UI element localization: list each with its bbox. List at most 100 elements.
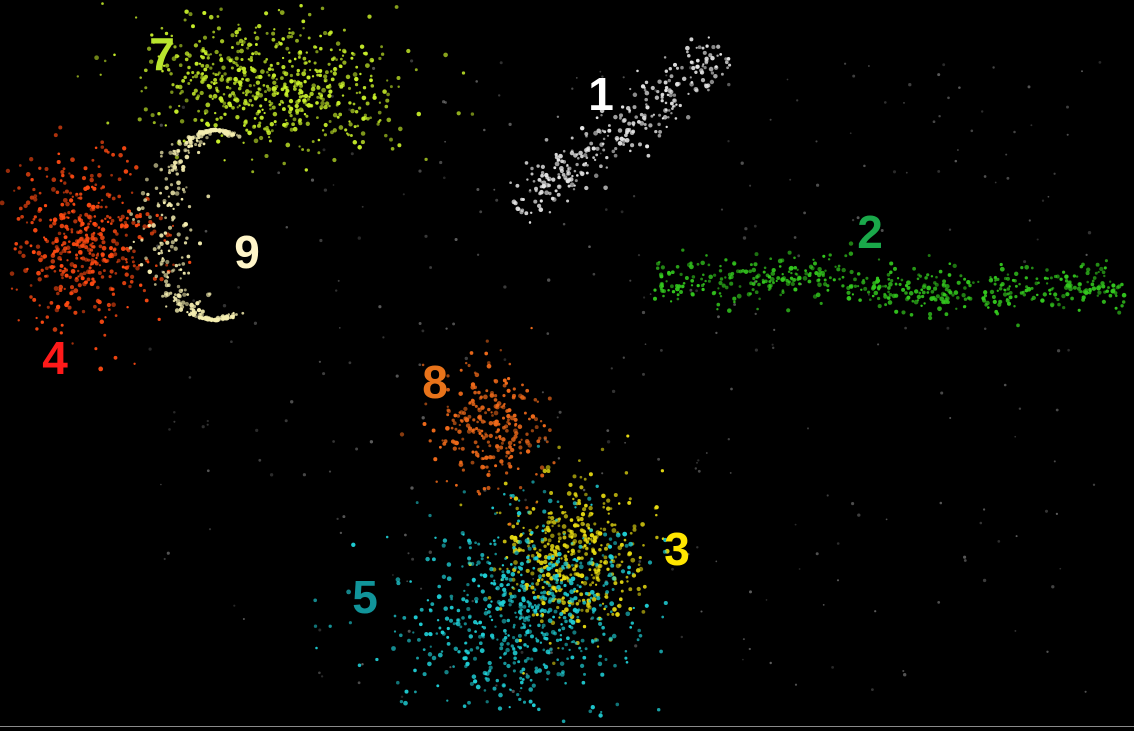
cluster-5-point <box>544 636 549 641</box>
cluster-8-point <box>521 383 524 387</box>
cluster-1-point <box>592 156 595 159</box>
cluster-4-point <box>89 173 94 178</box>
cluster-5-point <box>404 689 409 694</box>
cluster-7-point <box>134 16 138 19</box>
noise-point <box>705 452 708 454</box>
cluster-3-point <box>589 533 595 538</box>
cluster-4-point <box>17 250 22 255</box>
cluster-7-point <box>215 81 218 85</box>
cluster-2-point <box>890 278 894 283</box>
cluster-9-point <box>180 256 184 259</box>
cluster-3-point <box>528 528 532 533</box>
cluster-5-point <box>476 560 481 565</box>
noise-point <box>592 272 596 276</box>
cluster-1-point <box>687 53 691 58</box>
cluster-5-point <box>510 599 514 604</box>
cluster-8-point <box>486 363 492 369</box>
cluster-5-point <box>534 648 538 653</box>
cluster-1-point <box>695 64 700 69</box>
cluster-3-point <box>577 573 582 578</box>
cluster-2-point <box>913 299 919 305</box>
cluster-5-point <box>493 542 497 546</box>
cluster-1-point <box>554 155 559 160</box>
cluster-2-point <box>999 262 1003 267</box>
cluster-8-point <box>480 457 484 461</box>
cluster-5-point <box>484 677 488 680</box>
cluster-7-point <box>186 71 190 75</box>
noise-point <box>328 470 332 473</box>
cluster-7-point <box>179 44 183 48</box>
cluster-5-point <box>459 625 463 629</box>
cluster-7-point <box>287 104 291 108</box>
cluster-5-point <box>625 660 629 664</box>
cluster-8-point <box>519 451 523 455</box>
cluster-4-point <box>84 280 88 285</box>
cluster-2-point <box>1101 284 1106 289</box>
cluster-3-point <box>549 491 554 495</box>
cluster-2-point <box>963 277 967 281</box>
cluster-7-point <box>259 104 263 108</box>
cluster-7-point <box>228 86 232 90</box>
cluster-8-point <box>486 485 491 491</box>
cluster-8-point <box>472 428 476 431</box>
cluster-4-point <box>35 316 38 320</box>
cluster-7-point <box>319 46 323 51</box>
cluster-7-point <box>265 125 269 130</box>
cluster-3-point <box>585 523 591 528</box>
cluster-9-point <box>187 271 191 275</box>
cluster-7-point <box>320 6 325 11</box>
cluster-9-point <box>175 172 179 176</box>
cluster-1-point <box>533 199 538 204</box>
cluster-5-point <box>446 562 452 567</box>
cluster-5-point <box>567 612 573 617</box>
cluster-7-point <box>181 79 186 83</box>
cluster-1-point <box>595 146 600 151</box>
noise-point <box>242 250 245 253</box>
cluster-5-point <box>463 589 466 593</box>
cluster-9-point <box>206 194 211 199</box>
cluster-7-point <box>212 72 215 75</box>
cluster-7-point <box>353 125 357 129</box>
noise-point <box>437 379 442 383</box>
cluster-3-point <box>541 573 546 578</box>
cluster-7-point <box>389 137 393 142</box>
noise-point <box>696 546 699 549</box>
cluster-3-point <box>550 533 555 539</box>
cluster-8-point <box>480 405 485 410</box>
cluster-8-point <box>471 450 475 454</box>
cluster-5-point <box>565 593 570 597</box>
cluster-3-point <box>576 524 580 528</box>
cluster-4-point <box>37 206 43 212</box>
cluster-3-point <box>632 527 637 532</box>
cluster-7-point <box>306 148 310 152</box>
noise-point <box>188 376 192 379</box>
cluster-5-point <box>527 615 531 619</box>
cluster-2-point <box>989 276 992 279</box>
noise-point <box>868 293 870 296</box>
cluster-2-point <box>690 284 694 287</box>
cluster-5-point <box>393 614 397 618</box>
cluster-5-point <box>475 563 478 567</box>
noise-point <box>601 75 604 78</box>
cluster-5-point <box>357 663 362 668</box>
cluster-1-point <box>631 129 636 134</box>
noise-point <box>687 553 690 556</box>
cluster-2-point <box>1103 266 1107 270</box>
noise-point <box>1041 199 1045 202</box>
cluster-5-point <box>526 656 530 661</box>
cluster-1-point <box>630 143 635 148</box>
cluster-7-point <box>385 98 390 103</box>
cluster-1-point <box>586 163 589 167</box>
cluster-3-point <box>561 610 565 613</box>
cluster-3-point <box>592 535 598 541</box>
cluster-9-point <box>187 149 190 152</box>
cluster-4-point <box>75 192 79 196</box>
cluster-8-point <box>507 408 512 413</box>
noise-point <box>638 560 642 563</box>
cluster-2-point <box>909 312 914 317</box>
cluster-5-point <box>528 602 533 606</box>
cluster-3-point <box>572 523 578 528</box>
cluster-2-point <box>837 264 841 268</box>
cluster-7-point <box>360 131 366 136</box>
